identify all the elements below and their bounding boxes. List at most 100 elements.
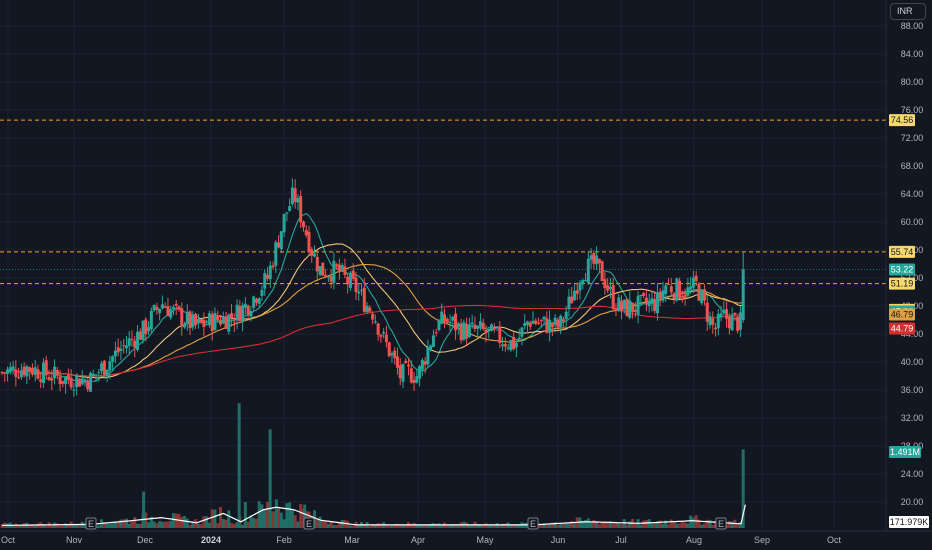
candle-body [124, 345, 128, 349]
volume-bar [237, 403, 241, 528]
candle-body [741, 269, 745, 320]
time-axis[interactable]: Oct Nov Dec 2024 Feb Mar Apr May Jun Jul Aug Sep Oct [0, 530, 932, 545]
candle-body [683, 294, 687, 298]
volume-bar [683, 522, 687, 528]
time-tick-label: Nov [66, 535, 83, 545]
volume-bar [257, 501, 261, 528]
candle-body [188, 311, 192, 329]
level-badge: 74.56 [889, 114, 915, 127]
candle-body [75, 375, 79, 388]
volume-bar [589, 522, 593, 528]
candle-body [667, 283, 671, 285]
volume-bar [136, 523, 140, 528]
candle-body [41, 362, 45, 384]
volume-bar [271, 511, 275, 528]
last-price-badge-text: 53.22 [891, 264, 914, 274]
volume-bar [564, 523, 568, 528]
candle-body [279, 231, 283, 250]
volume-bar [705, 519, 709, 528]
volume-bar [570, 521, 574, 528]
candle-body [202, 319, 206, 327]
volume-bar [102, 522, 106, 528]
candle-body [697, 283, 701, 301]
candle-body [91, 373, 95, 376]
candle-body [487, 328, 491, 331]
candle-body [625, 299, 629, 317]
volume-bar [390, 525, 394, 528]
candle-body [586, 258, 590, 284]
volume-bar [191, 521, 195, 528]
candle-body [290, 187, 294, 205]
candle-body [64, 376, 68, 385]
volume-bar [351, 525, 355, 528]
volume-bar [169, 520, 173, 528]
price-tick-label: 72.00 [901, 133, 924, 143]
volume-bar [686, 523, 690, 528]
candle-body [122, 345, 126, 347]
price-tick-label: 20.00 [901, 497, 924, 507]
volume-bar [470, 525, 474, 528]
volume-bar [318, 516, 322, 528]
candle-body [238, 306, 242, 322]
candle-body [22, 366, 26, 376]
volume-bar [64, 523, 68, 528]
time-tick-label: Feb [276, 535, 292, 545]
candle-body [714, 327, 718, 330]
level-badge-box [889, 114, 915, 127]
volume-bar [503, 523, 507, 528]
price-tick-label: 32.00 [901, 413, 924, 423]
volume-bar [33, 525, 37, 528]
candle-body [503, 344, 507, 347]
candle-body [25, 366, 29, 377]
volume-bar [218, 507, 222, 528]
volume-bar [702, 523, 706, 528]
volume-bar [556, 524, 560, 528]
volume-bar [224, 519, 228, 528]
candle-body [266, 274, 269, 279]
volume-bar [61, 524, 65, 528]
volume-bar [700, 524, 704, 528]
volume-last-badge: 1.491M [889, 446, 921, 458]
volume-bar [537, 523, 541, 528]
volume-bar [559, 523, 563, 528]
price-tick-label: 88.00 [901, 21, 924, 31]
earnings-marker[interactable]: E [85, 517, 97, 530]
earnings-marker[interactable]: E [527, 517, 539, 530]
level-badge: 55.74 [889, 245, 915, 258]
volume-bar [611, 523, 615, 528]
candle-body [434, 332, 438, 334]
candle-body [304, 230, 308, 236]
volume-bar [655, 521, 659, 528]
level-badge: 51.19 [889, 277, 915, 290]
volume-bar [72, 525, 76, 528]
candle-body [597, 258, 601, 264]
candle-body [332, 260, 336, 283]
currency-button[interactable]: INR [890, 3, 926, 20]
volume-bar [620, 524, 623, 528]
volume-bar [147, 522, 151, 528]
candle-body [221, 316, 225, 324]
candle-body [440, 311, 444, 324]
candle-body [716, 313, 720, 329]
candle-body [531, 320, 535, 324]
volume-bar [448, 524, 452, 528]
candle-body [730, 314, 734, 331]
volume-bar [183, 515, 187, 528]
candle-body [738, 312, 742, 330]
volume-bar [431, 523, 435, 528]
candle-body [191, 314, 195, 328]
volume-bar [730, 521, 734, 528]
candle-body [675, 278, 679, 301]
candle-body [578, 282, 582, 291]
candle-body [512, 336, 516, 349]
earnings-marker[interactable]: E [715, 517, 727, 530]
price-tick-label: 64.00 [901, 189, 924, 199]
volume-bar [395, 523, 399, 528]
candle-body [395, 356, 399, 368]
candle-body [0, 372, 4, 374]
earnings-marker[interactable]: E [303, 517, 315, 530]
volume-bar [738, 522, 742, 528]
